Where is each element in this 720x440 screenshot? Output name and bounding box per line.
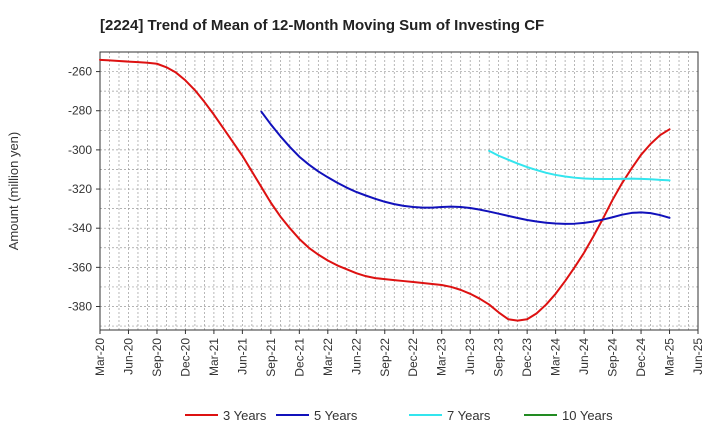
x-tick-label: Mar-21 bbox=[207, 338, 221, 376]
series-line-7-years bbox=[488, 149, 671, 182]
x-tick-label: Mar-25 bbox=[663, 338, 677, 376]
legend-label-3-years: 3 Years bbox=[223, 408, 267, 423]
x-tick-label: Jun-22 bbox=[349, 338, 363, 375]
x-tick-label: Mar-23 bbox=[435, 338, 449, 376]
y-tick-label: -380 bbox=[68, 300, 92, 314]
x-tick-label: Jun-24 bbox=[577, 338, 591, 375]
y-tick-label: -280 bbox=[68, 104, 92, 118]
x-tick-label: Sep-22 bbox=[378, 338, 392, 377]
y-tick-label: -360 bbox=[68, 260, 92, 274]
x-tick-label: Jun-21 bbox=[235, 338, 249, 375]
y-tick-label: -260 bbox=[68, 65, 92, 79]
legend-label-5-years: 5 Years bbox=[314, 408, 358, 423]
x-tick-label: Dec-22 bbox=[406, 338, 420, 377]
series-line-3-years bbox=[99, 58, 671, 322]
x-tick-label: Jun-23 bbox=[463, 338, 477, 375]
y-tick-label: -320 bbox=[68, 182, 92, 196]
legend: 3 Years 5 Years 7 Years 10 Years bbox=[185, 408, 613, 423]
series-lines bbox=[99, 58, 671, 322]
x-tick-label: Sep-24 bbox=[606, 338, 620, 377]
x-tick-label: Sep-23 bbox=[492, 338, 506, 377]
plot-area bbox=[99, 51, 699, 331]
x-tick-label: Mar-22 bbox=[321, 338, 335, 376]
x-tick-label: Jun-25 bbox=[691, 338, 705, 375]
chart-title: [2224] Trend of Mean of 12-Month Moving … bbox=[100, 17, 544, 34]
x-tick-label: Sep-21 bbox=[264, 338, 278, 377]
x-tick-label: Dec-24 bbox=[634, 338, 648, 377]
y-tick-label: -300 bbox=[68, 143, 92, 157]
x-axis: Mar-20 Jun-20 Sep-20 Dec-20 Mar-21 Jun-21 Sep-… bbox=[93, 330, 705, 377]
x-tick-label: Jun-20 bbox=[121, 338, 135, 375]
x-tick-label: Mar-20 bbox=[93, 338, 107, 376]
legend-label-10-years: 10 Years bbox=[562, 408, 613, 423]
x-tick-label: Dec-21 bbox=[292, 338, 306, 377]
x-tick-label: Dec-20 bbox=[178, 338, 192, 377]
grid bbox=[99, 51, 699, 330]
y-axis-label: Amount (million yen) bbox=[6, 132, 21, 251]
legend-label-7-years: 7 Years bbox=[447, 408, 491, 423]
y-axis: -260 -280 -300 -320 -340 -360 -380 bbox=[68, 65, 100, 314]
series-line-5-years bbox=[260, 110, 671, 225]
y-tick-label: -340 bbox=[68, 221, 92, 235]
x-tick-label: Sep-20 bbox=[150, 338, 164, 377]
x-tick-label: Dec-23 bbox=[520, 338, 534, 377]
x-tick-label: Mar-24 bbox=[549, 338, 563, 376]
